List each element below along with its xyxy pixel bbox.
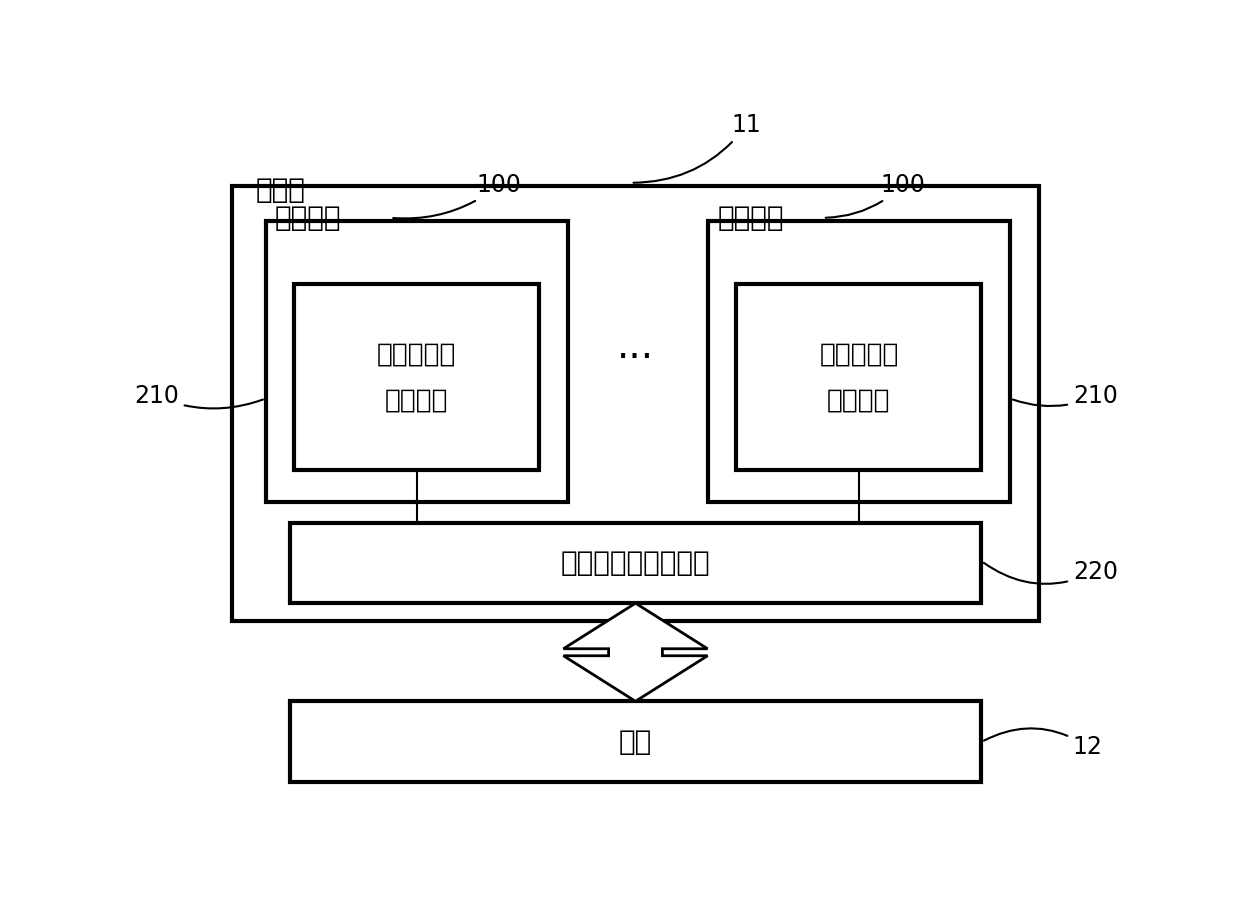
Bar	[290, 522, 982, 603]
Text: 一个或多个共享缓存: 一个或多个共享缓存	[560, 549, 711, 577]
Text: 私有缓存: 私有缓存	[386, 388, 449, 413]
Bar	[232, 187, 1039, 621]
Text: 210: 210	[1013, 385, 1117, 409]
Bar	[265, 221, 568, 501]
Text: 220: 220	[983, 560, 1117, 584]
Text: 处理器: 处理器	[255, 176, 306, 204]
Text: 私有缓存: 私有缓存	[827, 388, 890, 413]
Text: 12: 12	[983, 728, 1102, 759]
Text: 210: 210	[134, 385, 263, 409]
Polygon shape	[563, 603, 708, 702]
Text: 处理器核: 处理器核	[717, 204, 784, 232]
Text: 11: 11	[634, 113, 761, 183]
Text: 一个或多个: 一个或多个	[820, 341, 899, 367]
Text: 一个或多个: 一个或多个	[377, 341, 456, 367]
Bar	[737, 284, 982, 470]
Bar	[294, 284, 539, 470]
Bar	[708, 221, 1011, 501]
Text: ···: ···	[618, 339, 653, 377]
Text: 处理器核: 处理器核	[275, 204, 342, 232]
Text: 100: 100	[393, 173, 522, 218]
Text: 内存: 内存	[619, 728, 652, 755]
Text: 100: 100	[826, 173, 925, 217]
Bar	[290, 702, 982, 782]
